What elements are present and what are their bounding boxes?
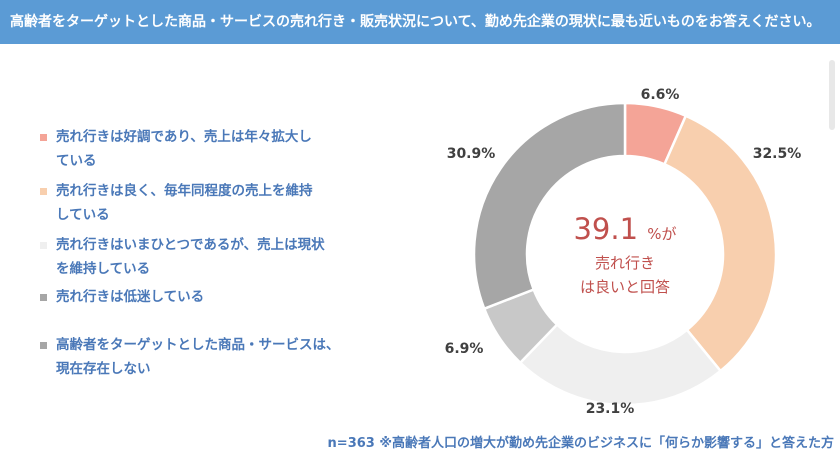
legend-swatch bbox=[40, 188, 47, 195]
legend-item: 高齢者をターゲットとした商品・サービスは、 現在存在しない bbox=[40, 333, 340, 381]
chart-legend: 売れ行きは好調であり、売上は年々拡大し ている 売れ行きは良く、毎年同程度の売上… bbox=[40, 125, 340, 381]
legend-label-line: している bbox=[56, 207, 110, 223]
data-label: 23.1% bbox=[586, 401, 635, 417]
legend-label-line: ている bbox=[56, 153, 97, 169]
scrollbar[interactable] bbox=[828, 60, 836, 440]
data-label: 30.9% bbox=[447, 146, 496, 162]
center-percent-suffix: %が bbox=[647, 225, 677, 243]
data-label: 6.9% bbox=[445, 341, 484, 357]
legend-label-line: 売れ行きは好調であり、売上は年々拡大し bbox=[56, 129, 312, 145]
data-label: 6.6% bbox=[641, 87, 680, 103]
center-summary: 39.1 %が 売れ行き は良いと回答 bbox=[555, 212, 695, 299]
center-percent: 39.1 %が bbox=[555, 212, 695, 251]
legend-swatch bbox=[40, 342, 47, 349]
legend-item: 売れ行きは良く、毎年同程度の売上を維持 している bbox=[40, 179, 340, 227]
center-percent-value: 39.1 bbox=[573, 212, 639, 246]
data-label: 32.5% bbox=[753, 146, 802, 162]
page-title: 高齢者をターゲットとした商品・サービスの売れ行き・販売状況について、勤め先企業の… bbox=[0, 0, 840, 44]
footnote: n=363 ※高齢者人口の増大が勤め先企業のビジネスに「何らか影響する」と答えた… bbox=[327, 436, 834, 451]
legend-label-line: を維持している bbox=[56, 261, 151, 277]
scrollbar-thumb[interactable] bbox=[829, 60, 835, 130]
legend-label-line: 売れ行きはいまひとつであるが、売上は現状 bbox=[56, 237, 325, 253]
donut-slice bbox=[472, 101, 627, 311]
legend-item: 売れ行きは好調であり、売上は年々拡大し ている bbox=[40, 125, 340, 173]
legend-swatch bbox=[40, 134, 47, 141]
legend-swatch bbox=[40, 242, 47, 249]
legend-swatch bbox=[40, 294, 47, 301]
legend-label-line: 高齢者をターゲットとした商品・サービスは、 bbox=[56, 337, 340, 353]
legend-label-line: 現在存在しない bbox=[56, 361, 151, 377]
donut-slice bbox=[518, 322, 723, 407]
center-line-1: 売れ行き bbox=[594, 254, 655, 272]
legend-item: 売れ行きはいまひとつであるが、売上は現状 を維持している bbox=[40, 233, 340, 281]
donut-slice bbox=[662, 114, 778, 373]
legend-label-line: 売れ行きは良く、毎年同程度の売上を維持 bbox=[56, 183, 313, 199]
legend-item: 売れ行きは低迷している bbox=[40, 285, 340, 309]
center-line-2: は良いと回答 bbox=[579, 278, 670, 296]
legend-label-line: 売れ行きは低迷している bbox=[56, 289, 205, 305]
